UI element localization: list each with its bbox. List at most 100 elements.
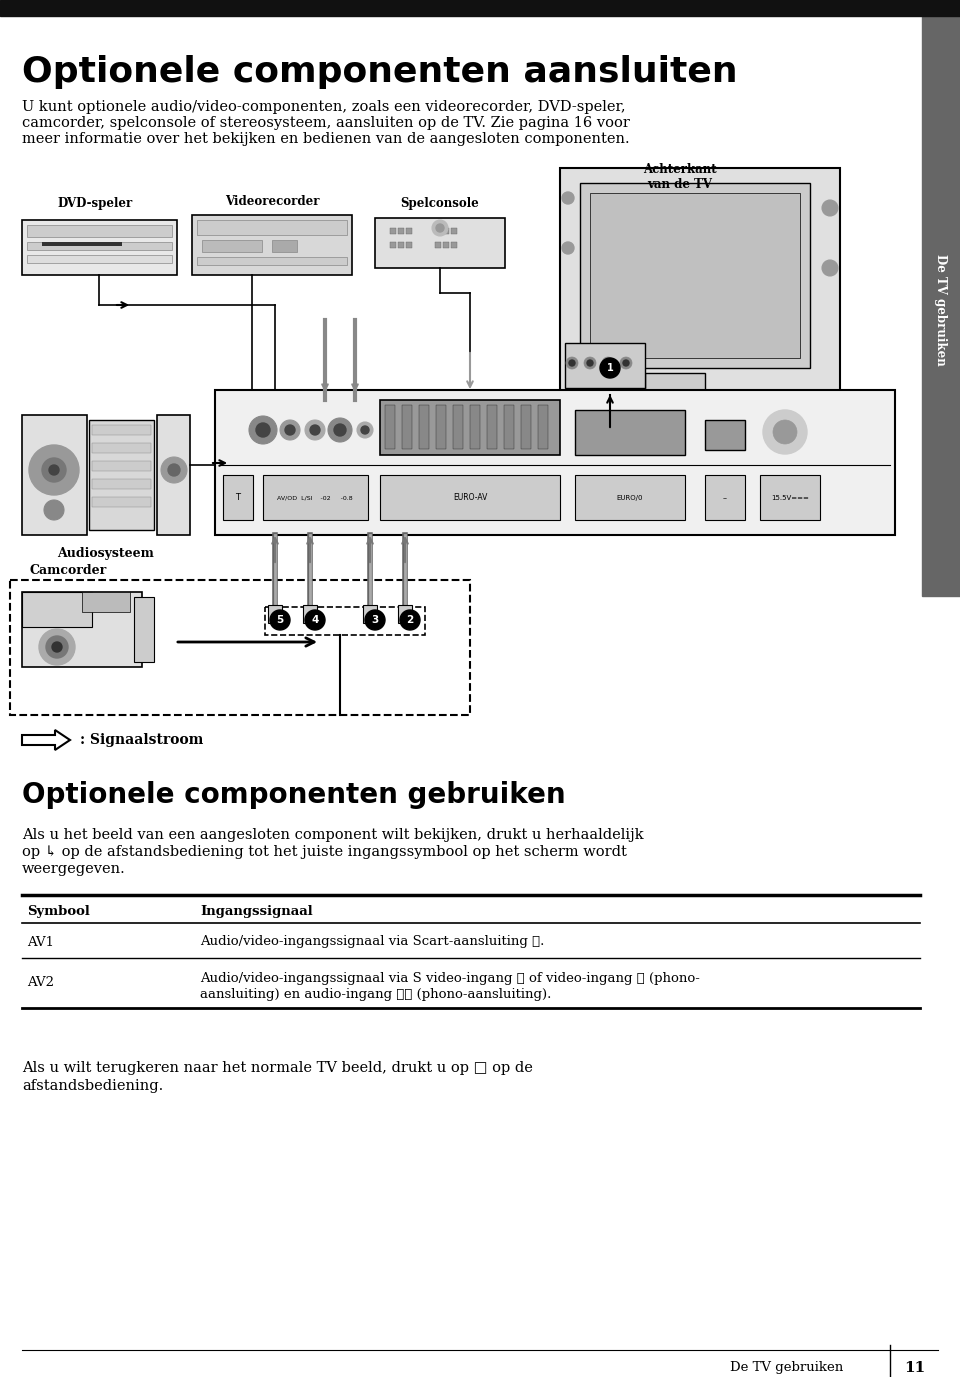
Circle shape bbox=[42, 459, 66, 482]
Bar bbox=[705, 420, 745, 450]
Circle shape bbox=[44, 500, 64, 521]
Text: Optionele componenten aansluiten: Optionele componenten aansluiten bbox=[22, 55, 737, 90]
Circle shape bbox=[270, 610, 290, 631]
Bar bbox=[402, 405, 412, 449]
Bar bbox=[760, 475, 820, 521]
Bar bbox=[504, 405, 514, 449]
Bar bbox=[82, 592, 130, 611]
Bar bbox=[27, 242, 172, 251]
Text: --: -- bbox=[723, 494, 728, 501]
Bar bbox=[390, 242, 396, 248]
Text: AV1: AV1 bbox=[27, 935, 54, 949]
Text: Audiosysteem: Audiosysteem bbox=[58, 547, 155, 559]
Circle shape bbox=[280, 420, 300, 441]
Bar bbox=[385, 405, 395, 449]
Circle shape bbox=[305, 610, 325, 631]
Circle shape bbox=[822, 260, 838, 275]
Circle shape bbox=[168, 464, 180, 476]
Circle shape bbox=[161, 457, 187, 483]
Circle shape bbox=[432, 220, 448, 235]
Bar bbox=[92, 461, 151, 471]
Bar bbox=[223, 475, 253, 521]
Bar bbox=[272, 240, 297, 252]
Text: 1: 1 bbox=[607, 364, 613, 373]
Bar bbox=[42, 242, 122, 246]
Text: Audio/video-ingangssignaal via Scart-aansluiting ❶.: Audio/video-ingangssignaal via Scart-aan… bbox=[200, 935, 544, 949]
Bar bbox=[435, 229, 441, 234]
Bar bbox=[521, 405, 531, 449]
Bar bbox=[92, 479, 151, 489]
Bar bbox=[398, 229, 404, 234]
Circle shape bbox=[569, 359, 575, 366]
Bar bbox=[27, 255, 172, 263]
Text: afstandsbediening.: afstandsbediening. bbox=[22, 1080, 163, 1093]
Circle shape bbox=[623, 359, 629, 366]
Circle shape bbox=[39, 629, 75, 665]
Text: T: T bbox=[235, 493, 241, 503]
Bar bbox=[560, 168, 840, 403]
Circle shape bbox=[285, 425, 295, 435]
Text: 4: 4 bbox=[311, 616, 319, 625]
Circle shape bbox=[328, 419, 352, 442]
Text: aansluiting) en audio-ingang ❹❺ (phono-aansluiting).: aansluiting) en audio-ingang ❹❺ (phono-a… bbox=[200, 989, 551, 1001]
Bar bbox=[406, 229, 412, 234]
Bar bbox=[22, 592, 142, 666]
Circle shape bbox=[773, 420, 797, 443]
Bar bbox=[202, 240, 262, 252]
Bar bbox=[470, 405, 480, 449]
Bar bbox=[22, 220, 177, 275]
Bar bbox=[575, 475, 685, 521]
Bar bbox=[363, 605, 377, 622]
Bar bbox=[22, 592, 92, 627]
Text: AV2: AV2 bbox=[27, 976, 54, 990]
Bar bbox=[398, 605, 412, 622]
Bar bbox=[380, 475, 560, 521]
Circle shape bbox=[602, 357, 614, 369]
Circle shape bbox=[357, 421, 373, 438]
Bar bbox=[134, 598, 154, 662]
Text: Ingangssignaal: Ingangssignaal bbox=[200, 905, 313, 917]
Bar bbox=[92, 497, 151, 507]
Bar bbox=[89, 420, 154, 530]
Text: Als u het beeld van een aangesloten component wilt bekijken, drukt u herhaaldeli: Als u het beeld van een aangesloten comp… bbox=[22, 828, 643, 841]
Text: EURO-AV: EURO-AV bbox=[453, 493, 487, 503]
Circle shape bbox=[305, 420, 325, 441]
Circle shape bbox=[334, 424, 346, 437]
Circle shape bbox=[600, 358, 620, 379]
Circle shape bbox=[365, 610, 385, 631]
Text: AV/OD  L/SI    -02     -0.8: AV/OD L/SI -02 -0.8 bbox=[277, 496, 353, 500]
Text: Symbool: Symbool bbox=[27, 905, 90, 917]
Bar bbox=[705, 475, 745, 521]
Bar bbox=[215, 390, 895, 536]
Circle shape bbox=[763, 410, 807, 454]
Circle shape bbox=[49, 465, 59, 475]
Bar bbox=[380, 399, 560, 454]
Text: op ↳ op de afstandsbediening tot het juiste ingangssymbool op het scherm wordt: op ↳ op de afstandsbediening tot het jui… bbox=[22, 845, 627, 859]
Text: Videorecorder: Videorecorder bbox=[225, 196, 320, 208]
Text: Als u wilt terugkeren naar het normale TV beeld, drukt u op □ op de: Als u wilt terugkeren naar het normale T… bbox=[22, 1062, 533, 1075]
Text: Achterkant
van de TV: Achterkant van de TV bbox=[643, 162, 717, 191]
Text: 5: 5 bbox=[276, 616, 283, 625]
Bar bbox=[27, 224, 172, 237]
Text: weergegeven.: weergegeven. bbox=[22, 862, 126, 876]
Bar bbox=[22, 414, 87, 536]
Bar bbox=[375, 218, 505, 269]
Bar bbox=[197, 257, 347, 264]
Bar bbox=[0, 0, 960, 17]
Polygon shape bbox=[22, 730, 70, 750]
Circle shape bbox=[620, 357, 632, 369]
Bar bbox=[580, 183, 810, 368]
Bar bbox=[92, 425, 151, 435]
Bar bbox=[192, 215, 352, 275]
Text: camcorder, spelconsole of stereosysteem, aansluiten op de TV. Zie pagina 16 voor: camcorder, spelconsole of stereosysteem,… bbox=[22, 116, 630, 129]
Text: EURO/0: EURO/0 bbox=[616, 494, 643, 501]
Bar bbox=[92, 443, 151, 453]
Bar bbox=[575, 410, 685, 454]
Bar bbox=[197, 220, 347, 235]
Circle shape bbox=[822, 200, 838, 216]
Bar bbox=[263, 475, 368, 521]
Text: meer informatie over het bekijken en bedienen van de aangesloten componenten.: meer informatie over het bekijken en bed… bbox=[22, 132, 630, 146]
Bar bbox=[398, 242, 404, 248]
Bar bbox=[406, 242, 412, 248]
Text: De TV gebruiken: De TV gebruiken bbox=[730, 1362, 843, 1374]
